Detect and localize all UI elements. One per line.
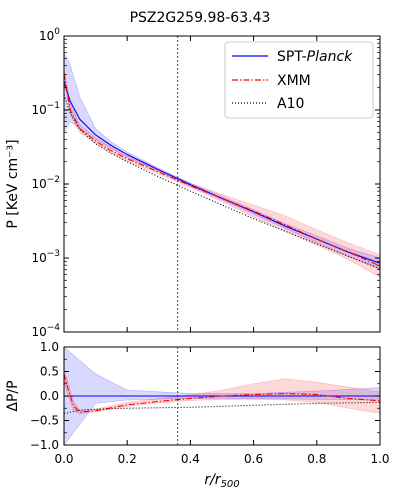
bottom-xtick-label: 0.0 (54, 452, 73, 466)
top-uncertainty-bands (64, 52, 380, 278)
chart-title: PSZ2G259.98-63.43 (130, 10, 271, 26)
bottom-series-lines (64, 373, 380, 415)
residual-panel: −1.0 −0.5 0.0 0.5 1.0 0.0 0.2 0.4 0.6 0.8 1.0 ΔP/… (5, 340, 390, 490)
top-ytick-label: 10−4 (31, 323, 60, 339)
top-ylabel: P [KeV cm⁻³] (5, 139, 21, 228)
legend: SPT-Planck XMM A10 (224, 41, 374, 119)
top-line-xmm (64, 73, 380, 267)
bottom-ytick-label: −0.5 (30, 414, 59, 428)
top-ytick-label: 10−3 (31, 249, 60, 265)
pressure-profile-panel: 10−4 10−3 10−2 10−1 100 P [KeV cm⁻³] SPT-Pla… (5, 27, 381, 339)
top-ticks (63, 35, 381, 333)
bottom-ytick-label: −1.0 (30, 438, 59, 452)
bottom-ytick-label: 0.5 (40, 365, 59, 379)
bottom-ytick-label: 1.0 (40, 340, 59, 354)
legend-label-xmm: XMM (277, 73, 311, 89)
bottom-line-xmm (64, 373, 380, 413)
top-ytick-label: 100 (39, 27, 60, 43)
bottom-xtick-label: 1.0 (370, 452, 389, 466)
top-series-lines (64, 73, 380, 270)
legend-label-spt-planck: SPT-Planck (277, 49, 353, 65)
bottom-ytick-labels: −1.0 −0.5 0.0 0.5 1.0 (30, 340, 59, 452)
bottom-ytick-label: 0.0 (40, 389, 59, 403)
top-ytick-label: 10−2 (31, 175, 60, 191)
x-axis-label: r/r500 (204, 472, 239, 490)
bottom-ylabel: ΔP/P (5, 380, 21, 411)
legend-label-a10: A10 (277, 96, 304, 112)
bottom-xtick-label: 0.8 (307, 452, 326, 466)
bottom-ticks (63, 346, 381, 446)
bottom-line-a10 (64, 401, 380, 415)
top-band-spt-planck (64, 52, 380, 270)
top-ytick-label: 10−1 (31, 101, 60, 117)
top-ytick-labels: 10−4 10−3 10−2 10−1 100 (31, 27, 60, 339)
bottom-xtick-label: 0.6 (244, 452, 263, 466)
bottom-band-xmm (64, 368, 380, 414)
bottom-xtick-label: 0.4 (181, 452, 200, 466)
top-band-xmm (64, 68, 380, 278)
bottom-xtick-label: 0.2 (118, 452, 137, 466)
legend-frame (224, 41, 374, 119)
bottom-xtick-labels: 0.0 0.2 0.4 0.6 0.8 1.0 (54, 452, 389, 466)
